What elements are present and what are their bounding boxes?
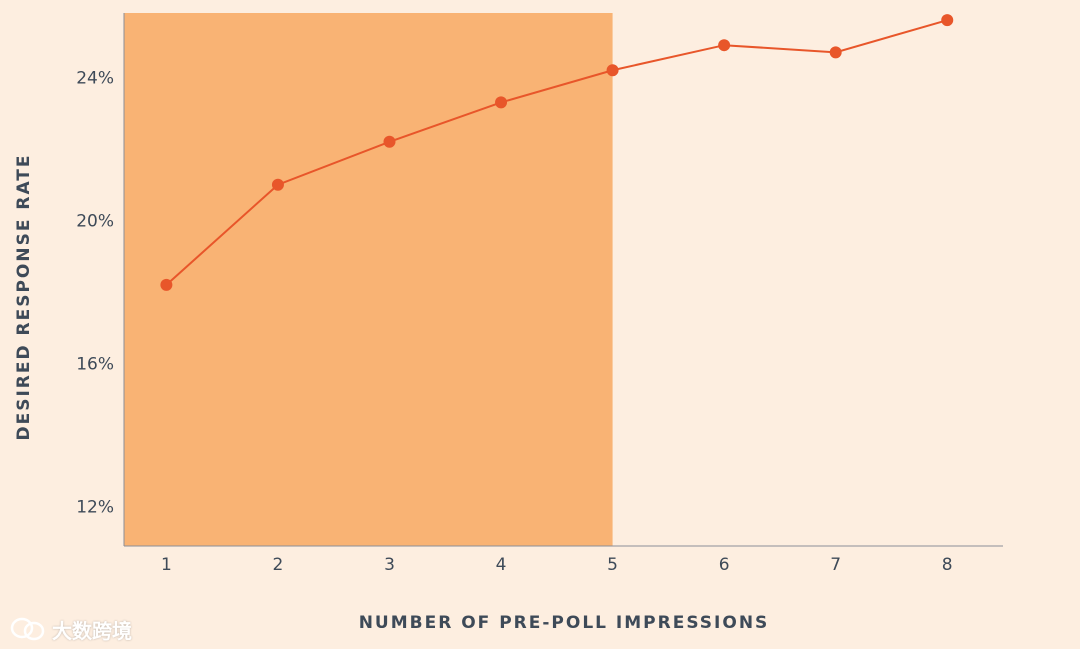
y-tick-label: 24%: [76, 68, 114, 88]
watermark: 大数跨境: [10, 614, 132, 644]
x-tick-label: 2: [273, 555, 284, 575]
x-tick-label: 6: [719, 555, 730, 575]
data-point: [718, 39, 731, 52]
wechat-logo-icon: [10, 617, 45, 641]
data-point: [941, 14, 954, 27]
y-axis-ticks: 12% 16% 20% 24%: [76, 68, 114, 517]
data-point: [271, 178, 284, 191]
data-point: [160, 278, 173, 291]
x-tick-label: 3: [384, 555, 395, 575]
data-point: [829, 46, 842, 59]
x-tick-label: 4: [496, 555, 507, 575]
x-tick-label: 5: [607, 555, 618, 575]
y-tick-label: 16%: [76, 355, 114, 375]
x-tick-label: 8: [942, 555, 953, 575]
x-axis-title: NUMBER OF PRE-POLL IMPRESSIONS: [359, 613, 770, 633]
y-tick-label: 12%: [76, 498, 114, 518]
x-tick-label: 7: [830, 555, 841, 575]
x-tick-label: 1: [161, 555, 172, 575]
x-axis-ticks: 1 2 3 4 5 6 7 8: [161, 555, 953, 575]
data-point: [383, 135, 396, 148]
watermark-text: 大数跨境: [52, 618, 132, 643]
y-axis-title: DESIRED RESPONSE RATE: [14, 153, 34, 440]
data-point: [606, 64, 619, 77]
highlight-region: [124, 13, 613, 546]
data-point: [495, 96, 508, 109]
data-points: [160, 14, 954, 291]
series-line: [165, 19, 948, 286]
y-tick-label: 20%: [76, 211, 114, 231]
